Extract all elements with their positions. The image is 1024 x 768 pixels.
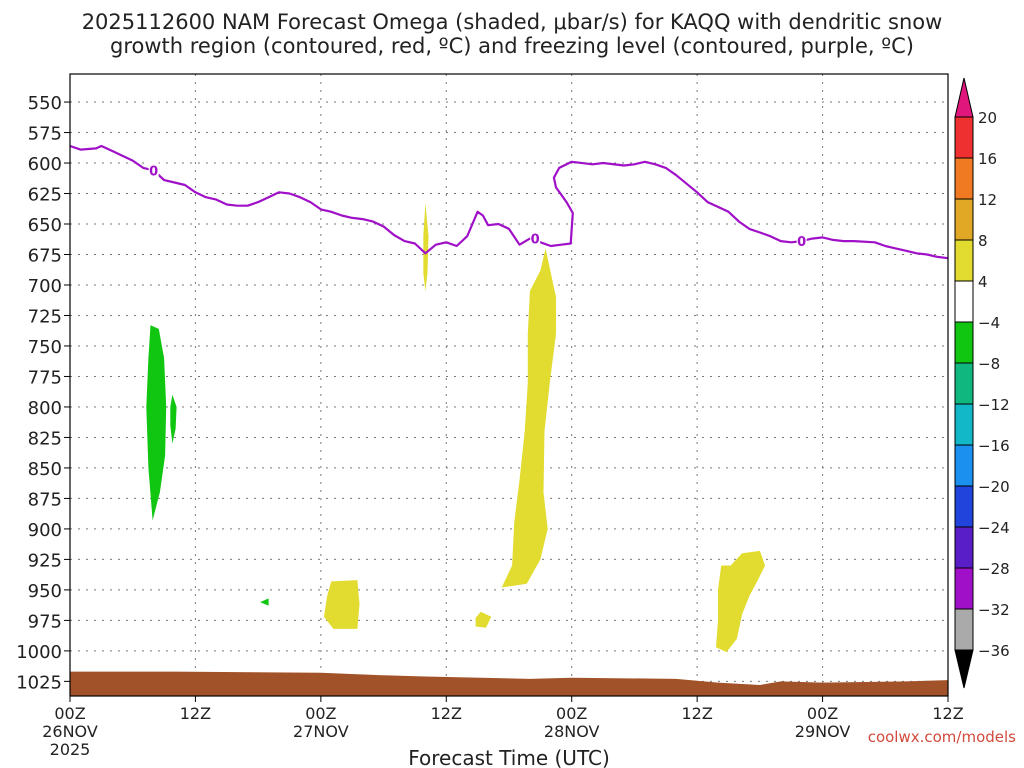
y-tick-label: 975	[28, 611, 62, 632]
omega-region	[170, 394, 177, 444]
colorbar-segment	[954, 567, 974, 610]
colorbar-label: 20	[978, 109, 997, 127]
omega-region	[423, 203, 429, 292]
colorbar-segment	[954, 198, 974, 241]
credit-text: coolwx.com/models	[867, 728, 1016, 746]
colorbar-label: −20	[978, 478, 1010, 496]
colorbar-label: 16	[978, 150, 997, 168]
omega-region	[716, 550, 766, 653]
x-tick-label: 12Z	[681, 704, 712, 723]
freezing-level-label: 0	[797, 235, 806, 250]
colorbar-segment	[954, 608, 974, 651]
y-tick-label: 1025	[16, 672, 62, 693]
y-tick-label: 725	[28, 306, 62, 327]
colorbar-bottom-arrow	[954, 649, 974, 689]
omega-region	[501, 248, 556, 588]
omega-region	[146, 325, 167, 521]
colorbar-segment	[954, 116, 974, 159]
y-axis-ticks: 550 575 600 625 650 675 700 725 750 775 800 825 850 8…	[16, 93, 70, 693]
colorbar-label: 12	[978, 191, 997, 209]
colorbar-legend: 20 16 12 8 4 −4 −8 −12 −16 −20 −24 −28 −32 −36	[954, 77, 1010, 689]
omega-region	[475, 611, 492, 628]
colorbar-label: 4	[978, 273, 988, 291]
freezing-level-label: 0	[531, 233, 540, 248]
x-tick-label: 2025	[50, 740, 91, 759]
y-tick-label: 875	[28, 489, 62, 510]
colorbar-segment	[954, 239, 974, 282]
plot-frame	[69, 73, 949, 697]
freezing-label-bg	[796, 233, 807, 249]
grid-lines	[69, 74, 949, 696]
y-tick-label: 550	[28, 93, 62, 114]
x-tick-label: 29NOV	[795, 722, 851, 741]
colorbar-label: −8	[978, 355, 1000, 373]
y-tick-label: 750	[28, 337, 62, 358]
y-tick-label: 1000	[16, 642, 62, 663]
y-tick-label: 625	[28, 185, 62, 206]
colorbar-label: −32	[978, 601, 1010, 619]
omega-shading	[146, 203, 766, 653]
x-tick-label: 12Z	[932, 704, 963, 723]
colorbar-segment	[954, 444, 974, 487]
colorbar-segment	[954, 280, 974, 323]
colorbar-label: −12	[978, 396, 1010, 414]
y-tick-label: 675	[28, 246, 62, 267]
chart-title-line-1: 2025112600 NAM Forecast Omega (shaded, μ…	[81, 10, 943, 34]
colorbar-label: −36	[978, 642, 1010, 660]
y-tick-label: 775	[28, 367, 62, 388]
y-tick-label: 650	[28, 215, 62, 236]
colorbar-segment	[954, 157, 974, 200]
x-tick-label: 26NOV	[42, 722, 98, 741]
freezing-level-label: 0	[149, 164, 158, 179]
x-tick-label: 00Z	[807, 704, 838, 723]
colorbar-label: −16	[978, 437, 1010, 455]
x-tick-label: 28NOV	[544, 722, 600, 741]
colorbar-segment	[954, 403, 974, 446]
y-tick-label: 900	[28, 520, 62, 541]
freezing-level-line	[70, 144, 948, 260]
x-tick-label: 12Z	[431, 704, 462, 723]
x-axis-label: Forecast Time (UTC)	[408, 746, 610, 768]
colorbar-label: −24	[978, 519, 1010, 537]
y-tick-label: 600	[28, 154, 62, 175]
x-tick-label: 27NOV	[293, 722, 349, 741]
colorbar-top-arrow	[954, 77, 974, 118]
omega-region	[324, 580, 360, 629]
y-tick-label: 700	[28, 276, 62, 297]
x-tick-label: 00Z	[556, 704, 587, 723]
x-tick-label: 00Z	[305, 704, 336, 723]
colorbar-label: −28	[978, 560, 1010, 578]
omega-region	[260, 598, 269, 606]
colorbar-label: −4	[978, 314, 1000, 332]
freezing-level-layer: 0 0 0	[70, 144, 948, 260]
y-tick-label: 850	[28, 459, 62, 480]
colorbar-segment	[954, 526, 974, 569]
y-tick-label: 575	[28, 124, 62, 145]
y-tick-label: 925	[28, 550, 62, 571]
terrain-layer	[70, 671, 948, 696]
colorbar-segment	[954, 362, 974, 405]
y-tick-label: 800	[28, 398, 62, 419]
colorbar-segment	[954, 485, 974, 528]
chart-title-line-2: growth region (contoured, red, ºC) and f…	[110, 34, 914, 58]
terrain-surface	[70, 671, 948, 696]
y-tick-label: 825	[28, 428, 62, 449]
x-tick-label: 12Z	[180, 704, 211, 723]
x-tick-label: 00Z	[54, 704, 85, 723]
freezing-label-bg	[530, 230, 541, 246]
colorbar-segment	[954, 321, 974, 364]
y-tick-label: 950	[28, 581, 62, 602]
freezing-label-bg	[148, 162, 159, 178]
colorbar-label: 8	[978, 232, 988, 250]
